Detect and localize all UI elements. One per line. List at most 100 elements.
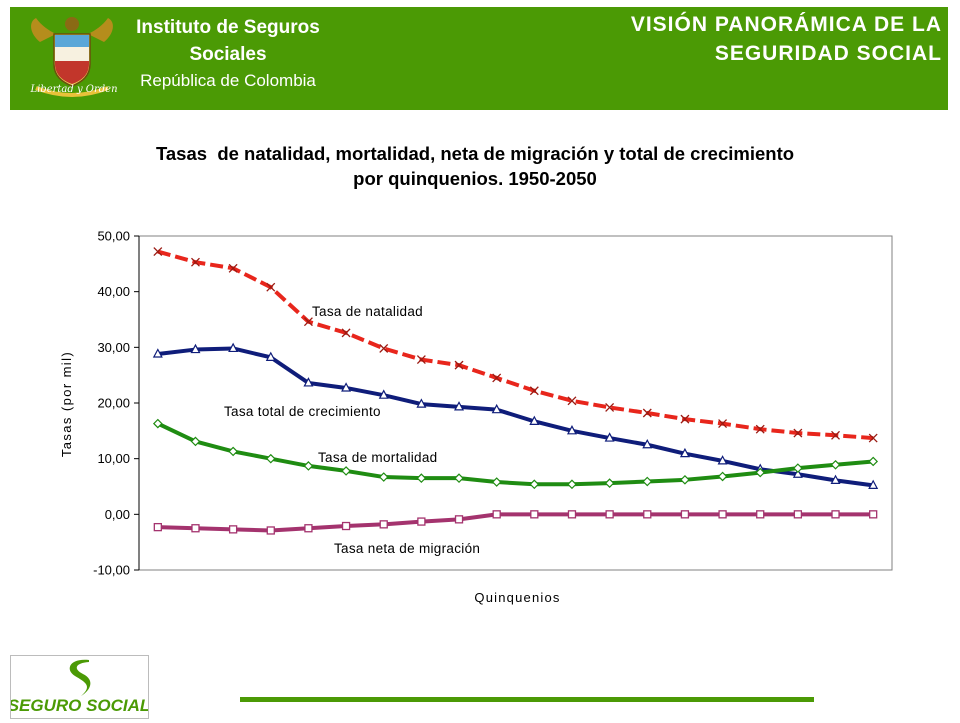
data-point bbox=[793, 510, 803, 519]
data-point bbox=[680, 510, 690, 519]
data-point bbox=[831, 510, 840, 519]
data-point bbox=[191, 257, 200, 267]
data-point bbox=[604, 432, 615, 442]
data-point bbox=[605, 402, 615, 412]
data-point bbox=[228, 446, 238, 457]
data-point bbox=[529, 479, 540, 490]
data-point bbox=[530, 510, 539, 519]
data-point bbox=[228, 525, 238, 534]
data-point bbox=[717, 455, 728, 465]
chart-title-line1: Tasas de natalidad, mortalidad, neta de … bbox=[155, 143, 795, 164]
data-point bbox=[153, 247, 163, 257]
org-name-line1: Instituto de Seguros bbox=[136, 17, 320, 38]
data-point bbox=[718, 419, 728, 429]
y-tick-label: 50,00 bbox=[97, 229, 130, 244]
data-point bbox=[717, 471, 728, 482]
series-label: Tasa total de crecimiento bbox=[224, 404, 381, 419]
data-point bbox=[379, 520, 388, 529]
data-point bbox=[454, 360, 464, 370]
series-line bbox=[157, 346, 874, 488]
data-point bbox=[454, 401, 465, 411]
y-axis-label: Tasas (por mil) bbox=[59, 351, 74, 457]
data-point bbox=[416, 355, 426, 365]
data-point bbox=[642, 438, 653, 449]
data-point bbox=[228, 342, 239, 353]
page-title-line2: SEGURIDAD SOCIAL bbox=[714, 42, 942, 65]
data-point bbox=[869, 510, 878, 519]
series-line bbox=[157, 249, 874, 441]
data-point bbox=[755, 424, 765, 434]
data-point bbox=[303, 377, 314, 387]
data-point bbox=[266, 526, 275, 535]
chart-title: Tasas de natalidad, mortalidad, neta de … bbox=[110, 141, 840, 191]
data-point bbox=[341, 466, 351, 476]
y-tick-label: -10,00 bbox=[93, 563, 130, 578]
data-point bbox=[304, 524, 313, 533]
data-point bbox=[491, 477, 502, 487]
data-point bbox=[190, 436, 201, 447]
data-point bbox=[830, 459, 841, 470]
series-label: Tasa de natalidad bbox=[312, 304, 423, 319]
y-tick-label: 10,00 bbox=[97, 451, 130, 466]
chart-title-line2: por quinquenios. 1950-2050 bbox=[353, 168, 597, 189]
data-point bbox=[417, 517, 426, 526]
data-point bbox=[831, 430, 840, 440]
data-point bbox=[341, 328, 351, 338]
data-point bbox=[718, 510, 727, 519]
data-point bbox=[679, 447, 690, 458]
data-point bbox=[492, 373, 502, 383]
data-point bbox=[152, 348, 163, 358]
logo-text: SEGURO SOCIAL bbox=[11, 696, 148, 715]
data-point bbox=[416, 473, 427, 483]
data-point bbox=[643, 510, 652, 519]
data-point bbox=[152, 418, 163, 429]
data-point bbox=[567, 396, 577, 406]
x-axis-label: Quinquenios bbox=[474, 590, 560, 605]
data-point bbox=[830, 474, 841, 484]
series-label: Tasa neta de migración bbox=[334, 541, 480, 556]
y-tick-label: 40,00 bbox=[97, 284, 130, 299]
data-point bbox=[605, 510, 614, 519]
data-point bbox=[191, 524, 200, 533]
data-point bbox=[153, 522, 162, 532]
series-line bbox=[157, 512, 874, 533]
data-point bbox=[265, 351, 276, 361]
y-tick-label: 0,00 bbox=[105, 507, 130, 522]
data-point bbox=[756, 510, 765, 519]
motto-text: Libertad y Orden bbox=[30, 84, 118, 95]
seguro-social-logo: SEGURO SOCIAL bbox=[8, 655, 150, 719]
data-point bbox=[868, 479, 879, 489]
data-point bbox=[454, 515, 464, 524]
page-title-line1: VISIÓN PANORÁMICA DE LA bbox=[630, 13, 942, 36]
data-point bbox=[379, 343, 389, 353]
seguro-social-s-icon: SEGURO SOCIAL bbox=[8, 659, 150, 715]
data-point bbox=[567, 510, 577, 519]
org-country: República de Colombia bbox=[140, 71, 316, 90]
y-tick-label: 20,00 bbox=[97, 396, 130, 411]
data-point bbox=[680, 474, 690, 485]
data-point bbox=[793, 428, 803, 438]
y-tick-label: 30,00 bbox=[97, 340, 130, 355]
data-point bbox=[266, 282, 276, 292]
data-point bbox=[604, 478, 615, 489]
data-point bbox=[341, 521, 351, 531]
data-point bbox=[454, 473, 464, 483]
data-point bbox=[529, 415, 540, 425]
data-point bbox=[265, 453, 276, 464]
org-name-line2: Sociales bbox=[189, 44, 267, 65]
series-line bbox=[156, 421, 874, 487]
data-point bbox=[642, 476, 653, 487]
footer-divider bbox=[240, 697, 814, 702]
data-point bbox=[793, 463, 803, 473]
data-point bbox=[755, 467, 766, 478]
data-point bbox=[566, 425, 577, 435]
data-point bbox=[642, 408, 652, 418]
data-point bbox=[341, 382, 352, 392]
data-point bbox=[378, 389, 389, 399]
data-point bbox=[567, 479, 577, 490]
data-point bbox=[190, 343, 201, 354]
data-point bbox=[378, 472, 389, 482]
header-banner bbox=[10, 7, 948, 110]
plot-area bbox=[138, 235, 893, 571]
